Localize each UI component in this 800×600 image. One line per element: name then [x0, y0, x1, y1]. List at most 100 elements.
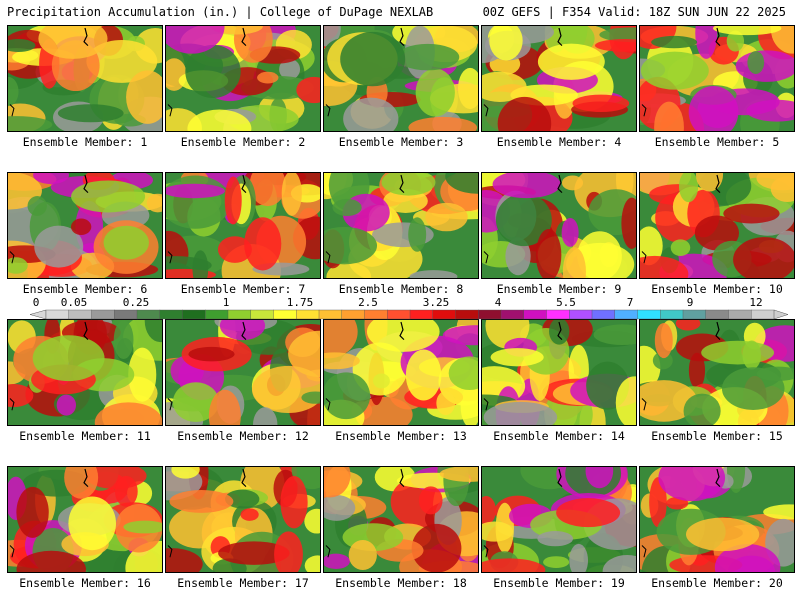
ensemble-member-map [323, 25, 479, 132]
precip-field [324, 173, 478, 278]
precip-field [8, 467, 162, 572]
ensemble-member-map [7, 25, 163, 132]
colorbar-tick-label: 3.25 [423, 296, 450, 309]
ensemble-member-map [7, 319, 163, 426]
colorbar-swatch [500, 309, 525, 320]
ensemble-member-map [323, 319, 479, 426]
colorbar-swatch [45, 309, 70, 320]
ensemble-member-label: Ensemble Member: 6 [22, 282, 148, 296]
ensemble-member-map [639, 172, 795, 279]
precip-field [482, 320, 636, 425]
ensemble-member-map [639, 319, 795, 426]
colorbar-swatch [136, 309, 161, 320]
ensemble-member-label: Ensemble Member: 5 [654, 135, 780, 149]
precip-field [166, 26, 320, 131]
ensemble-member-label: Ensemble Member: 8 [338, 282, 464, 296]
ensemble-member-label: Ensemble Member: 12 [177, 429, 309, 443]
colorbar-tick-label: 0.25 [123, 296, 150, 309]
colorbar-swatch [318, 309, 343, 320]
ensemble-member-map [481, 172, 637, 279]
colorbar-swatch [728, 309, 752, 320]
colorbar-swatch [409, 309, 434, 320]
ensemble-member-label: Ensemble Member: 17 [177, 576, 309, 590]
precip-field [324, 467, 478, 572]
ensemble-member-label: Ensemble Member: 1 [22, 135, 148, 149]
colorbar-swatch [114, 309, 138, 320]
colorbar-swatch [205, 309, 229, 320]
colorbar-swatch [637, 309, 661, 320]
precip-field [482, 26, 636, 131]
ensemble-member-map [7, 172, 163, 279]
map-title: Precipitation Accumulation (in.) | Colle… [7, 5, 434, 19]
colorbar-tick-label: 12 [749, 296, 762, 309]
colorbar-swatch [682, 309, 707, 320]
ensemble-member-label: Ensemble Member: 15 [651, 429, 783, 443]
precip-field [324, 26, 478, 131]
colorbar-swatch [341, 309, 365, 320]
precip-field [8, 320, 162, 425]
colorbar-swatch [159, 309, 183, 320]
precip-field [640, 26, 794, 131]
precip-field [482, 173, 636, 278]
colorbar-tick-label: 1 [223, 296, 230, 309]
ensemble-member-label: Ensemble Member: 19 [493, 576, 625, 590]
ensemble-member-map [639, 25, 795, 132]
colorbar-swatch [296, 309, 320, 320]
ensemble-member-map [323, 172, 479, 279]
colorbar-swatch [705, 309, 729, 320]
colorbar-swatch [660, 309, 684, 320]
colorbar-tick-label: 4 [495, 296, 502, 309]
colorbar-swatch [569, 309, 593, 320]
ensemble-member-label: Ensemble Member: 9 [496, 282, 622, 296]
colorbar-tick-label: 5.5 [556, 296, 576, 309]
colorbar-tick-label: 2.5 [358, 296, 378, 309]
precip-colorbar: 0 0.05 0.25 1 1.75 2.5 3.25 4 5.5 7 9 12 [30, 296, 789, 320]
precip-field [482, 467, 636, 572]
ensemble-member-map [481, 466, 637, 573]
colorbar-tick-label: 0.05 [61, 296, 88, 309]
colorbar-swatch [523, 309, 547, 320]
colorbar-arrow-high [773, 309, 789, 320]
ensemble-member-label: Ensemble Member: 3 [338, 135, 464, 149]
colorbar-swatch [478, 309, 502, 320]
colorbar-swatch [227, 309, 252, 320]
ensemble-member-map [481, 25, 637, 132]
ensemble-member-map [165, 466, 321, 573]
colorbar-swatch [591, 309, 616, 320]
colorbar-swatch [364, 309, 388, 320]
model-run-info: 00Z GEFS | F354 Valid: 18Z SUN JUN 22 20… [482, 5, 786, 19]
colorbar-tick-label: 7 [627, 296, 634, 309]
colorbar-tick-label: 1.75 [287, 296, 314, 309]
precip-field [8, 173, 162, 278]
ensemble-member-map [639, 466, 795, 573]
colorbar-swatch [614, 309, 638, 320]
ensemble-member-map [165, 172, 321, 279]
ensemble-member-label: Ensemble Member: 18 [335, 576, 467, 590]
ensemble-member-label: Ensemble Member: 7 [180, 282, 306, 296]
colorbar-swatch [273, 309, 297, 320]
ensemble-member-map [165, 319, 321, 426]
ensemble-member-map [7, 466, 163, 573]
colorbar-tick-label: 9 [687, 296, 694, 309]
colorbar-swatch [91, 309, 115, 320]
colorbar-tick-label: 0 [33, 296, 40, 309]
colorbar-swatch [546, 309, 570, 320]
ensemble-member-label: Ensemble Member: 10 [651, 282, 783, 296]
colorbar-swatch [432, 309, 456, 320]
precip-field [166, 173, 320, 278]
ensemble-member-label: Ensemble Member: 14 [493, 429, 625, 443]
precip-field [324, 320, 478, 425]
ensemble-member-label: Ensemble Member: 4 [496, 135, 622, 149]
colorbar-swatch [182, 309, 206, 320]
colorbar-swatch [751, 309, 775, 320]
precip-field [640, 173, 794, 278]
colorbar-swatch [68, 309, 92, 320]
precip-field [640, 467, 794, 572]
colorbar-arrow-low [30, 309, 47, 320]
ensemble-member-label: Ensemble Member: 13 [335, 429, 467, 443]
colorbar-swatch [455, 309, 479, 320]
ensemble-member-label: Ensemble Member: 2 [180, 135, 306, 149]
ensemble-member-map [481, 319, 637, 426]
precip-field [8, 26, 162, 131]
precip-field [166, 320, 320, 425]
